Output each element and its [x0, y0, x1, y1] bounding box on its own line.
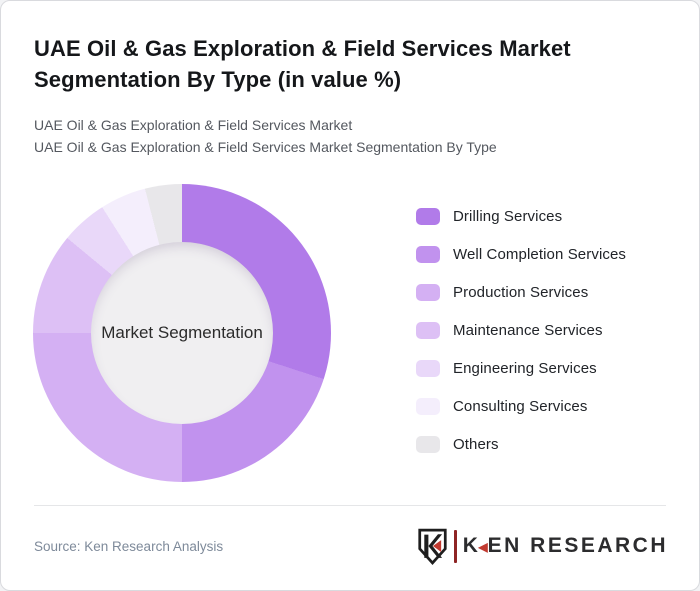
subtitle-line-1: UAE Oil & Gas Exploration & Field Servic…	[34, 117, 353, 133]
subtitle-line-2: UAE Oil & Gas Exploration & Field Servic…	[34, 139, 497, 155]
legend-item-maintenance-services: Maintenance Services	[416, 322, 626, 339]
footer: Source: Ken Research Analysis K ◀ EN RES…	[34, 523, 668, 569]
legend-swatch-icon	[416, 208, 440, 225]
legend-item-others: Others	[416, 436, 626, 453]
logo-wordmark-rest: EN RESEARCH	[487, 534, 668, 557]
logo-letter-k: K	[462, 534, 481, 557]
logo-wordmark: K ◀ EN RESEARCH	[463, 534, 668, 558]
donut-chart: Market Segmentation	[33, 184, 331, 482]
footer-divider	[34, 505, 666, 506]
legend-swatch-icon	[416, 322, 440, 339]
legend-item-drilling-services: Drilling Services	[416, 208, 626, 225]
legend-swatch-icon	[416, 436, 440, 453]
donut-center: Market Segmentation	[91, 242, 273, 424]
legend-label: Engineering Services	[453, 360, 597, 377]
legend-item-production-services: Production Services	[416, 284, 626, 301]
legend-label: Well Completion Services	[453, 246, 627, 263]
source-note: Source: Ken Research Analysis	[34, 538, 224, 554]
legend-swatch-icon	[416, 398, 440, 415]
legend-label: Drilling Services	[453, 208, 563, 225]
donut-center-label: Market Segmentation	[101, 323, 263, 342]
legend-swatch-icon	[416, 246, 440, 263]
chart-subtitle: UAE Oil & Gas Exploration & Field Servic…	[34, 114, 497, 158]
ken-research-shield-icon	[418, 528, 447, 565]
legend: Drilling Services Well Completion Service…	[416, 208, 626, 453]
ken-research-logo: K ◀ EN RESEARCH	[417, 528, 668, 565]
legend-item-well-completion-services: Well Completion Services	[416, 246, 626, 263]
legend-item-engineering-services: Engineering Services	[416, 360, 626, 377]
logo-red-triangle-icon: ◀	[478, 539, 488, 554]
legend-label: Maintenance Services	[453, 322, 603, 339]
legend-swatch-icon	[416, 360, 440, 377]
legend-item-consulting-services: Consulting Services	[416, 398, 626, 415]
legend-label: Production Services	[453, 284, 589, 301]
logo-divider-bar	[453, 529, 457, 563]
page-title: UAE Oil & Gas Exploration & Field Servic…	[34, 36, 571, 92]
legend-label: Others	[453, 436, 499, 453]
legend-label: Consulting Services	[453, 398, 588, 415]
legend-swatch-icon	[416, 284, 440, 301]
